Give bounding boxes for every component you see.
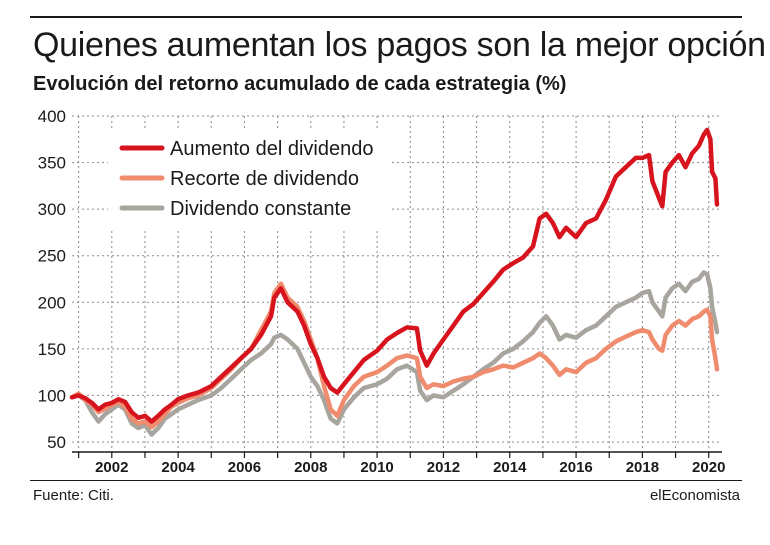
x-tick-label: 2006 <box>228 459 261 476</box>
legend-label: Dividendo constante <box>170 198 351 220</box>
legend-label: Recorte de dividendo <box>170 168 359 190</box>
chart-title: Quienes aumentan los pagos son la mejor … <box>33 26 766 64</box>
y-tick-label: 50 <box>47 433 66 452</box>
bottom-rule <box>30 480 742 481</box>
y-tick-label: 200 <box>38 293 66 312</box>
y-tick-label: 300 <box>38 200 66 219</box>
legend-label: Aumento del dividendo <box>170 138 373 160</box>
x-tick-label: 2008 <box>294 459 327 476</box>
x-axis: 2002 2004 2006 2008 2010 2012 2014 2016 2018 2020 <box>72 451 725 476</box>
chart-subtitle: Evolución del retorno acumulado de cada … <box>33 73 567 95</box>
legend: Aumento del dividendo Recorte de dividend… <box>108 128 392 230</box>
x-tick-label: 2020 <box>692 459 725 476</box>
source-note: Fuente: Citi. <box>33 487 114 504</box>
series-line-recorte <box>69 281 720 430</box>
x-tick-label: 2010 <box>360 459 393 476</box>
y-tick-label: 350 <box>38 154 66 173</box>
brand-logo-text: elEconomista <box>649 487 740 504</box>
x-tick-label: 2018 <box>626 459 659 476</box>
x-tick-label: 2012 <box>427 459 460 476</box>
x-tick-label: 2002 <box>95 459 128 476</box>
series-line-constante <box>69 270 720 437</box>
series-lines <box>69 127 720 437</box>
y-tick-label: 250 <box>38 247 66 266</box>
top-rule <box>30 16 742 18</box>
series-line-aumento <box>69 127 720 424</box>
x-tick-label: 2004 <box>161 459 195 476</box>
x-tick-label: 2016 <box>559 459 592 476</box>
y-tick-label: 100 <box>38 386 66 405</box>
x-tick-label: 2014 <box>493 459 527 476</box>
y-tick-label: 150 <box>38 340 66 359</box>
y-axis: 50 100 150 200 250 300 350 400 <box>38 107 66 452</box>
y-tick-label: 400 <box>38 107 66 126</box>
